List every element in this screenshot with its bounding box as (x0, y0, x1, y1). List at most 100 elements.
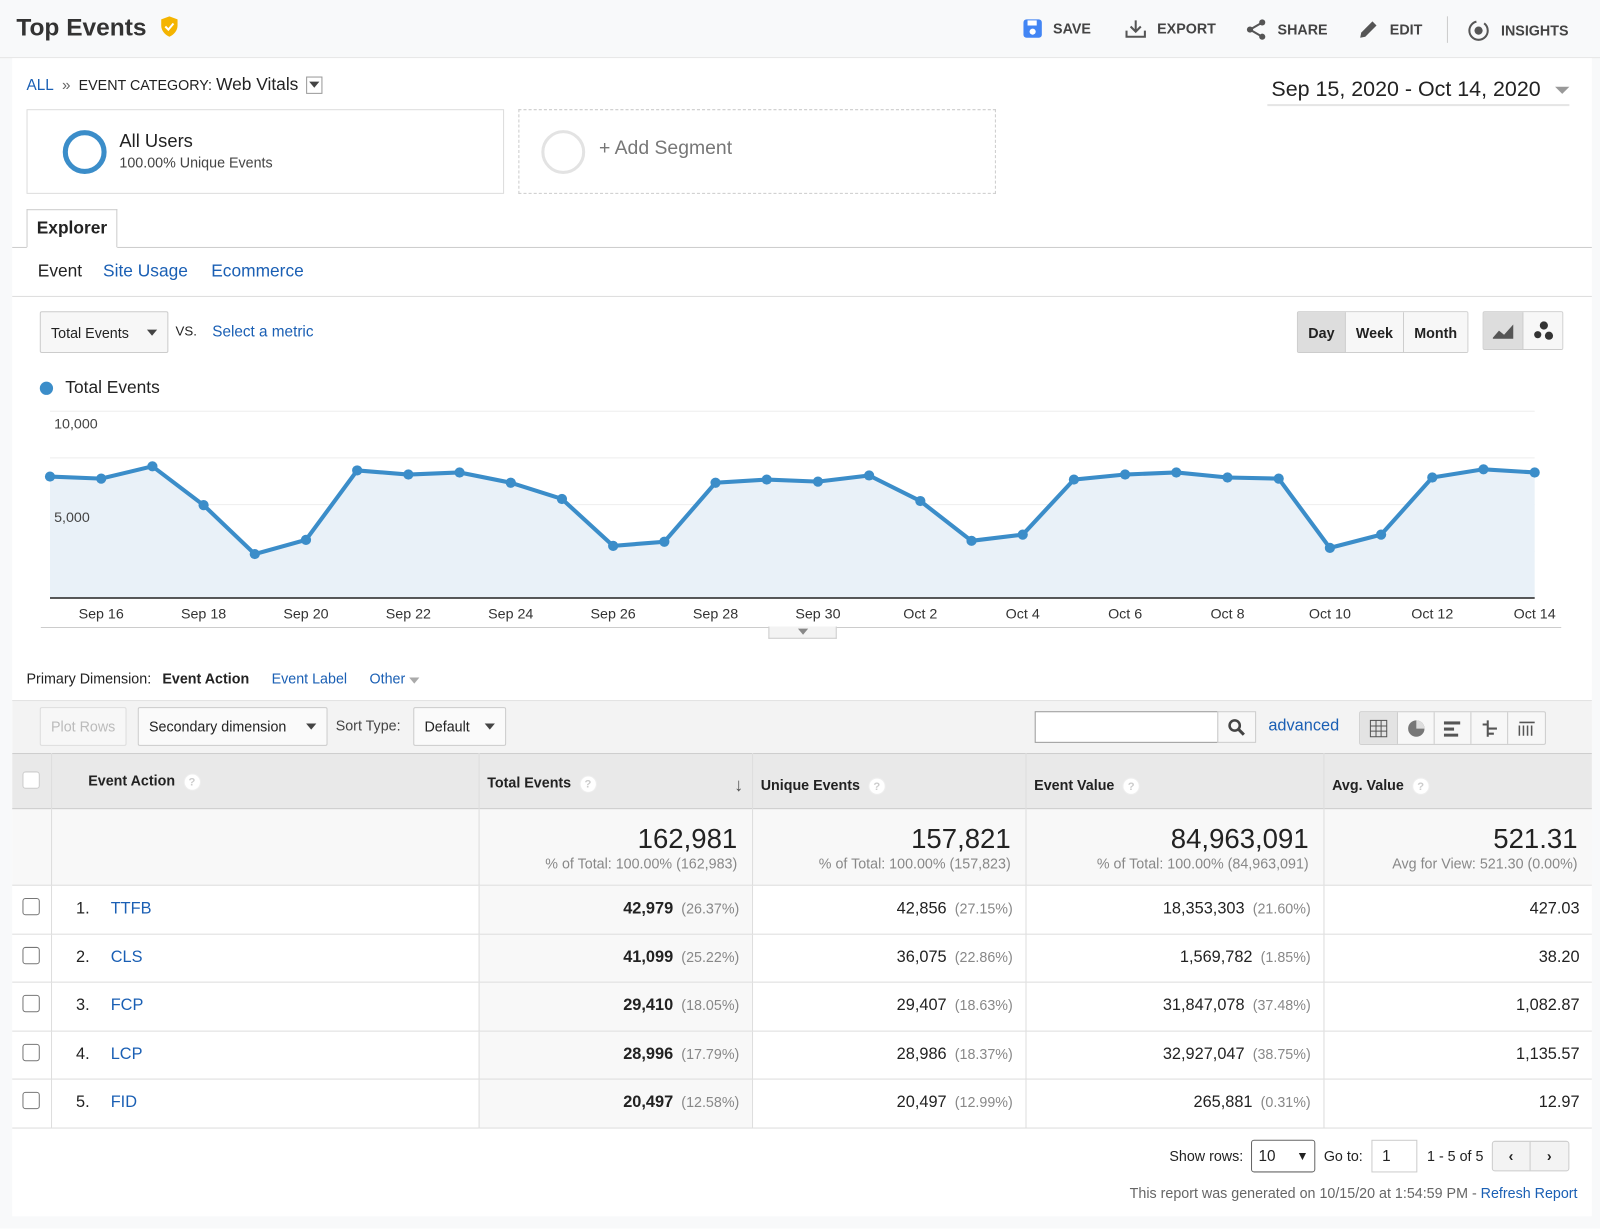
x-tick-label: Oct 12 (1411, 606, 1453, 622)
column-total-events[interactable]: Total Events? ↓ (478, 753, 753, 809)
motion-chart-button[interactable] (1523, 312, 1563, 349)
data-point-sep-16 (96, 473, 107, 484)
dimension-other-dropdown[interactable]: Other (370, 670, 420, 687)
chevron-down-icon (146, 329, 158, 336)
event-action-link[interactable]: CLS (110, 948, 143, 967)
data-point-oct-10 (1324, 542, 1335, 554)
row-checkbox[interactable] (22, 1043, 41, 1061)
chevron-down-icon (309, 81, 320, 88)
x-tick-label: Sep 20 (283, 606, 328, 622)
page-title: Top Events (16, 14, 180, 43)
insights-button[interactable]: INSIGHTS (1466, 18, 1568, 42)
event-action-link[interactable]: FID (110, 1094, 138, 1112)
pie-chart-icon (1407, 719, 1424, 737)
y-tick-label: 5,000 (54, 510, 90, 526)
table-search-input[interactable] (1034, 711, 1219, 743)
help-icon[interactable]: ? (1412, 777, 1430, 795)
select-all-checkbox[interactable] (22, 770, 41, 789)
add-segment-button[interactable]: + Add Segment (518, 109, 996, 194)
breadcrumb-all[interactable]: ALL (26, 76, 54, 94)
select-metric-link[interactable]: Select a metric (212, 323, 314, 341)
column-event-action[interactable]: Event Action? (51, 753, 480, 809)
column-unique-events[interactable]: Unique Events? (752, 753, 1027, 809)
search-button[interactable] (1217, 711, 1257, 743)
row-checkbox[interactable] (22, 898, 41, 916)
percentage-view-button[interactable] (1398, 712, 1435, 744)
line-chart-button[interactable] (1483, 312, 1524, 349)
help-icon[interactable]: ? (1122, 777, 1140, 795)
column-event-value[interactable]: Event Value? (1025, 753, 1324, 809)
date-range-picker[interactable]: Sep 15, 2020 - Oct 14, 2020 (1267, 76, 1570, 107)
x-tick-label: Oct 6 (1108, 606, 1142, 622)
edit-button[interactable]: EDIT (1357, 18, 1422, 40)
divider (12, 295, 1592, 297)
prev-page-button[interactable]: ‹ (1493, 1141, 1531, 1171)
category-dropdown[interactable] (306, 76, 323, 94)
share-button[interactable]: SHARE (1245, 18, 1328, 40)
row-checkbox[interactable] (22, 946, 41, 965)
dimension-event-label[interactable]: Event Label (271, 670, 348, 687)
table-header-row: Event Action? Total Events? ↓ Unique Even… (12, 753, 1592, 809)
performance-view-button[interactable] (1435, 712, 1472, 744)
comparison-view-button[interactable] (1471, 712, 1509, 744)
top-bar (0, 0, 1600, 59)
secondary-dimension-dropdown[interactable]: Secondary dimension (137, 707, 328, 746)
pivot-view-button[interactable] (1508, 712, 1545, 744)
data-point-sep-19 (249, 548, 260, 560)
chart-collapse-handle[interactable] (768, 626, 837, 639)
advanced-filter-link[interactable]: advanced (1268, 717, 1340, 735)
save-button[interactable]: SAVE (1022, 18, 1091, 38)
data-point-oct-1 (864, 470, 875, 481)
data-point-oct-7 (1171, 467, 1182, 478)
row-checkbox[interactable] (22, 995, 41, 1013)
export-button[interactable]: EXPORT (1124, 18, 1216, 38)
column-avg-value[interactable]: Avg. Value? (1323, 754, 1591, 809)
save-icon (1023, 19, 1042, 38)
segment-all-users[interactable]: All Users 100.00% Unique Events (26, 109, 505, 194)
subtab-ecommerce[interactable]: Ecommerce (211, 261, 304, 281)
data-point-sep-25 (556, 493, 568, 505)
data-point-oct-12 (1427, 472, 1438, 483)
data-point-oct-13 (1478, 464, 1489, 475)
data-point-oct-9 (1273, 473, 1284, 484)
help-icon[interactable]: ? (868, 777, 886, 795)
event-action-link[interactable]: FCP (110, 997, 144, 1015)
help-icon[interactable]: ? (579, 775, 597, 793)
breadcrumb: ALL » EVENT CATEGORY: Web Vitals (27, 74, 323, 94)
download-icon (1125, 20, 1146, 38)
metric-dropdown[interactable]: Total Events (39, 311, 169, 354)
insights-icon (1468, 20, 1489, 41)
refresh-report-link[interactable]: Refresh Report (1480, 1184, 1578, 1202)
plot-rows-button[interactable]: Plot Rows (39, 707, 127, 746)
event-action-link[interactable]: TTFB (110, 900, 152, 918)
event-action-link[interactable]: LCP (110, 1045, 143, 1064)
data-point-sep-22 (403, 469, 414, 480)
subtab-site-usage[interactable]: Site Usage (103, 261, 188, 281)
data-view-button[interactable] (1360, 712, 1398, 744)
chevron-down-icon (1555, 86, 1570, 94)
goto-page-input[interactable]: 1 (1370, 1139, 1417, 1173)
line-chart-icon (1492, 324, 1514, 339)
sort-type-dropdown[interactable]: Default (413, 707, 507, 746)
next-page-button[interactable]: › (1546, 1147, 1552, 1165)
table-row: 3. FCP 29,410 (18.05%) 29,407 (18.63%) 31,8… (12, 982, 1592, 1031)
period-day-button[interactable]: Day (1297, 312, 1346, 353)
series-area (49, 466, 1535, 598)
row-checkbox[interactable] (22, 1092, 41, 1110)
dimension-event-action[interactable]: Event Action (162, 670, 250, 687)
tab-explorer[interactable]: Explorer (26, 209, 118, 248)
show-rows-select[interactable]: 10 ▼ (1251, 1139, 1316, 1173)
pagination: Show rows: 10 ▼ Go to: 1 1 - 5 of 5 ‹ › (1169, 1139, 1570, 1173)
chevron-down-icon: ▼ (1296, 1148, 1309, 1164)
period-month-button[interactable]: Month (1404, 312, 1468, 353)
help-icon[interactable]: ? (183, 772, 201, 791)
period-week-button[interactable]: Week (1345, 312, 1405, 353)
x-tick-label: Sep 22 (386, 606, 431, 622)
data-point-oct-14 (1529, 467, 1540, 478)
page-nav: ‹ › (1491, 1140, 1570, 1172)
subtab-event[interactable]: Event (37, 261, 83, 281)
table-row: 1. TTFB 42,979 (26.37%) 42,856 (27.15%) 18,… (12, 885, 1592, 934)
bubbles-icon (1534, 321, 1554, 340)
data-point-sep-18 (198, 500, 209, 511)
verified-shield-icon (161, 16, 178, 37)
